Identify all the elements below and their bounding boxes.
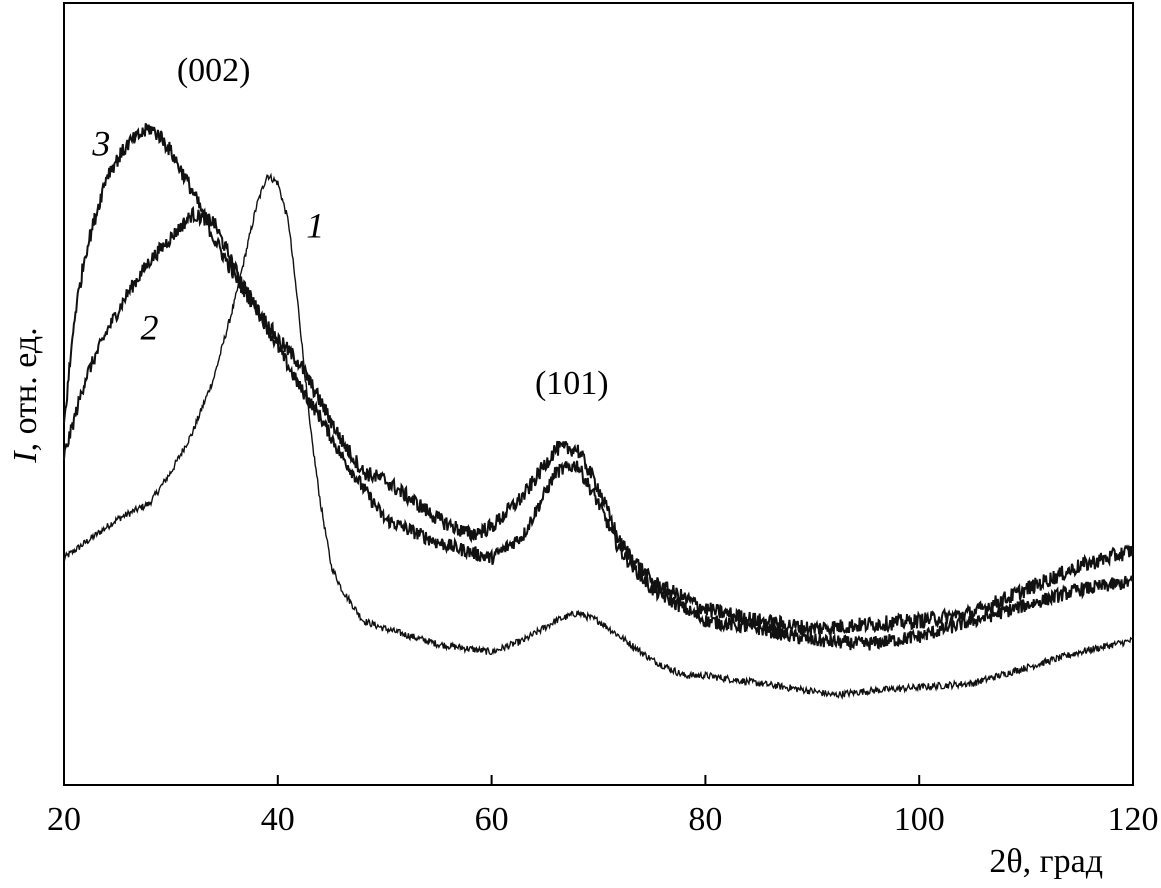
peak-label-0: (002) xyxy=(177,52,251,89)
x-ticks: 20 40 60 80 100 120 xyxy=(47,775,1159,838)
plot-frame xyxy=(63,2,1134,786)
curve-label-1: 1 xyxy=(306,206,324,246)
x-tick-label: 80 xyxy=(688,801,722,838)
series-line-1 xyxy=(63,172,1134,700)
x-tick-label: 60 xyxy=(475,801,509,838)
labels-layer: 1 2 3 (002) (101) xyxy=(91,52,608,402)
x-tick-label: 20 xyxy=(47,801,81,838)
series-layer xyxy=(63,123,1134,700)
curve-label-2: 2 xyxy=(141,307,159,347)
x-tick-label: 120 xyxy=(1108,801,1159,838)
x-axis-label: 2θ, град xyxy=(989,843,1103,880)
y-axis-label: I, отн. ед. xyxy=(7,327,44,463)
curve-label-3: 3 xyxy=(91,123,110,163)
series-line-2 xyxy=(63,205,1134,651)
x-tick-label: 40 xyxy=(261,801,295,838)
x-tick-label: 100 xyxy=(894,801,945,838)
peak-label-1: (101) xyxy=(535,365,609,402)
y-axis-label-text: , отн. ед. xyxy=(7,327,44,451)
series-line-3 xyxy=(63,123,1134,636)
y-axis-label-symbol: I xyxy=(7,450,44,464)
